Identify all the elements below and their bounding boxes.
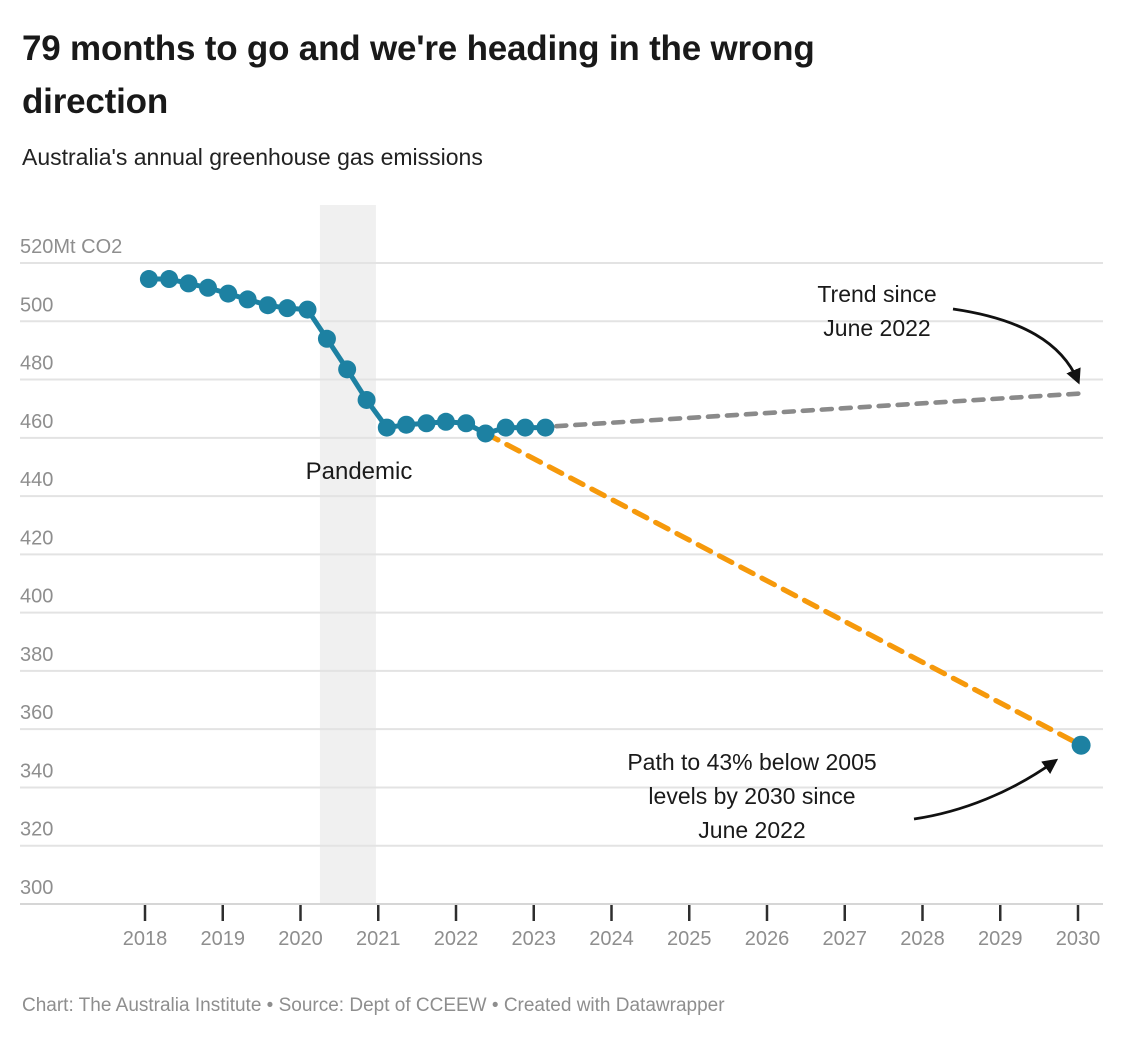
data-point [516, 418, 535, 437]
y-axis-labels: 520Mt CO2 500 480 460 440 420 400 380 360 340 320 3… [20, 236, 122, 899]
data-point [457, 414, 476, 433]
chart-subtitle: Australia's annual greenhouse gas emissi… [22, 144, 483, 170]
data-point [357, 390, 376, 409]
target-path-line [482, 430, 1084, 748]
x-tick-label: 2021 [356, 928, 401, 950]
data-point [139, 270, 158, 289]
trend-arrow [952, 307, 1081, 385]
y-tick-label: 340 [20, 760, 53, 782]
trend-line [553, 390, 1088, 429]
x-tick-label: 2020 [278, 928, 323, 950]
x-tick-label: 2029 [978, 928, 1023, 950]
x-tick-label: 2024 [589, 928, 634, 950]
data-point [258, 296, 277, 315]
chart-title: 79 months to go and we're heading in the… [22, 29, 815, 121]
y-tick-label: 360 [20, 702, 53, 724]
target-2030-dot [1071, 735, 1091, 755]
x-tick-label: 2023 [512, 928, 557, 950]
x-tick-label: 2018 [123, 928, 168, 950]
trend-annotation-label: Trend since June 2022 [817, 281, 937, 341]
target-annotation-label: Path to 43% below 2005 levels by 2030 si… [627, 749, 877, 843]
data-point [198, 278, 217, 297]
y-tick-label: 440 [20, 469, 53, 491]
y-tick-label: 420 [20, 527, 53, 549]
x-tick-label: 2022 [434, 928, 479, 950]
data-point [298, 300, 317, 319]
x-tick-label: 2028 [900, 928, 945, 950]
y-tick-label: 400 [20, 586, 53, 608]
x-tick-label: 2027 [823, 928, 868, 950]
x-tick-label: 2019 [201, 928, 246, 950]
attribution-footer: Chart: The Australia Institute • Source:… [22, 995, 725, 1016]
y-tick-label: 300 [20, 877, 53, 899]
data-point [160, 270, 179, 289]
y-tick-label: 480 [20, 353, 53, 375]
data-point [278, 299, 297, 318]
data-point [338, 360, 357, 379]
data-point [436, 412, 455, 431]
annotation-arrows [913, 307, 1081, 821]
projection-lines [482, 390, 1088, 748]
y-tick-label: 320 [20, 819, 53, 841]
actual-emissions-series [139, 270, 1091, 755]
x-tick-label: 2030 [1056, 928, 1101, 950]
data-point [317, 329, 336, 348]
x-tick-label: 2025 [667, 928, 712, 950]
y-tick-label: 520Mt CO2 [20, 236, 122, 258]
data-point [377, 418, 396, 437]
y-tick-label: 380 [20, 644, 53, 666]
x-axis: 2018 2019 2020 2021 2022 2023 2024 2025 2026 2027… [123, 904, 1101, 950]
y-tick-label: 500 [20, 294, 53, 316]
data-point [476, 424, 495, 443]
data-point [496, 418, 515, 437]
data-point [179, 274, 198, 293]
data-point [397, 415, 416, 434]
target-arrow [913, 758, 1059, 821]
data-point [238, 290, 257, 309]
gridlines [20, 262, 1103, 905]
pandemic-label: Pandemic [305, 458, 413, 485]
data-point [417, 414, 436, 433]
data-point [536, 418, 555, 437]
y-tick-label: 460 [20, 411, 53, 433]
data-point [219, 284, 238, 303]
x-tick-label: 2026 [745, 928, 790, 950]
